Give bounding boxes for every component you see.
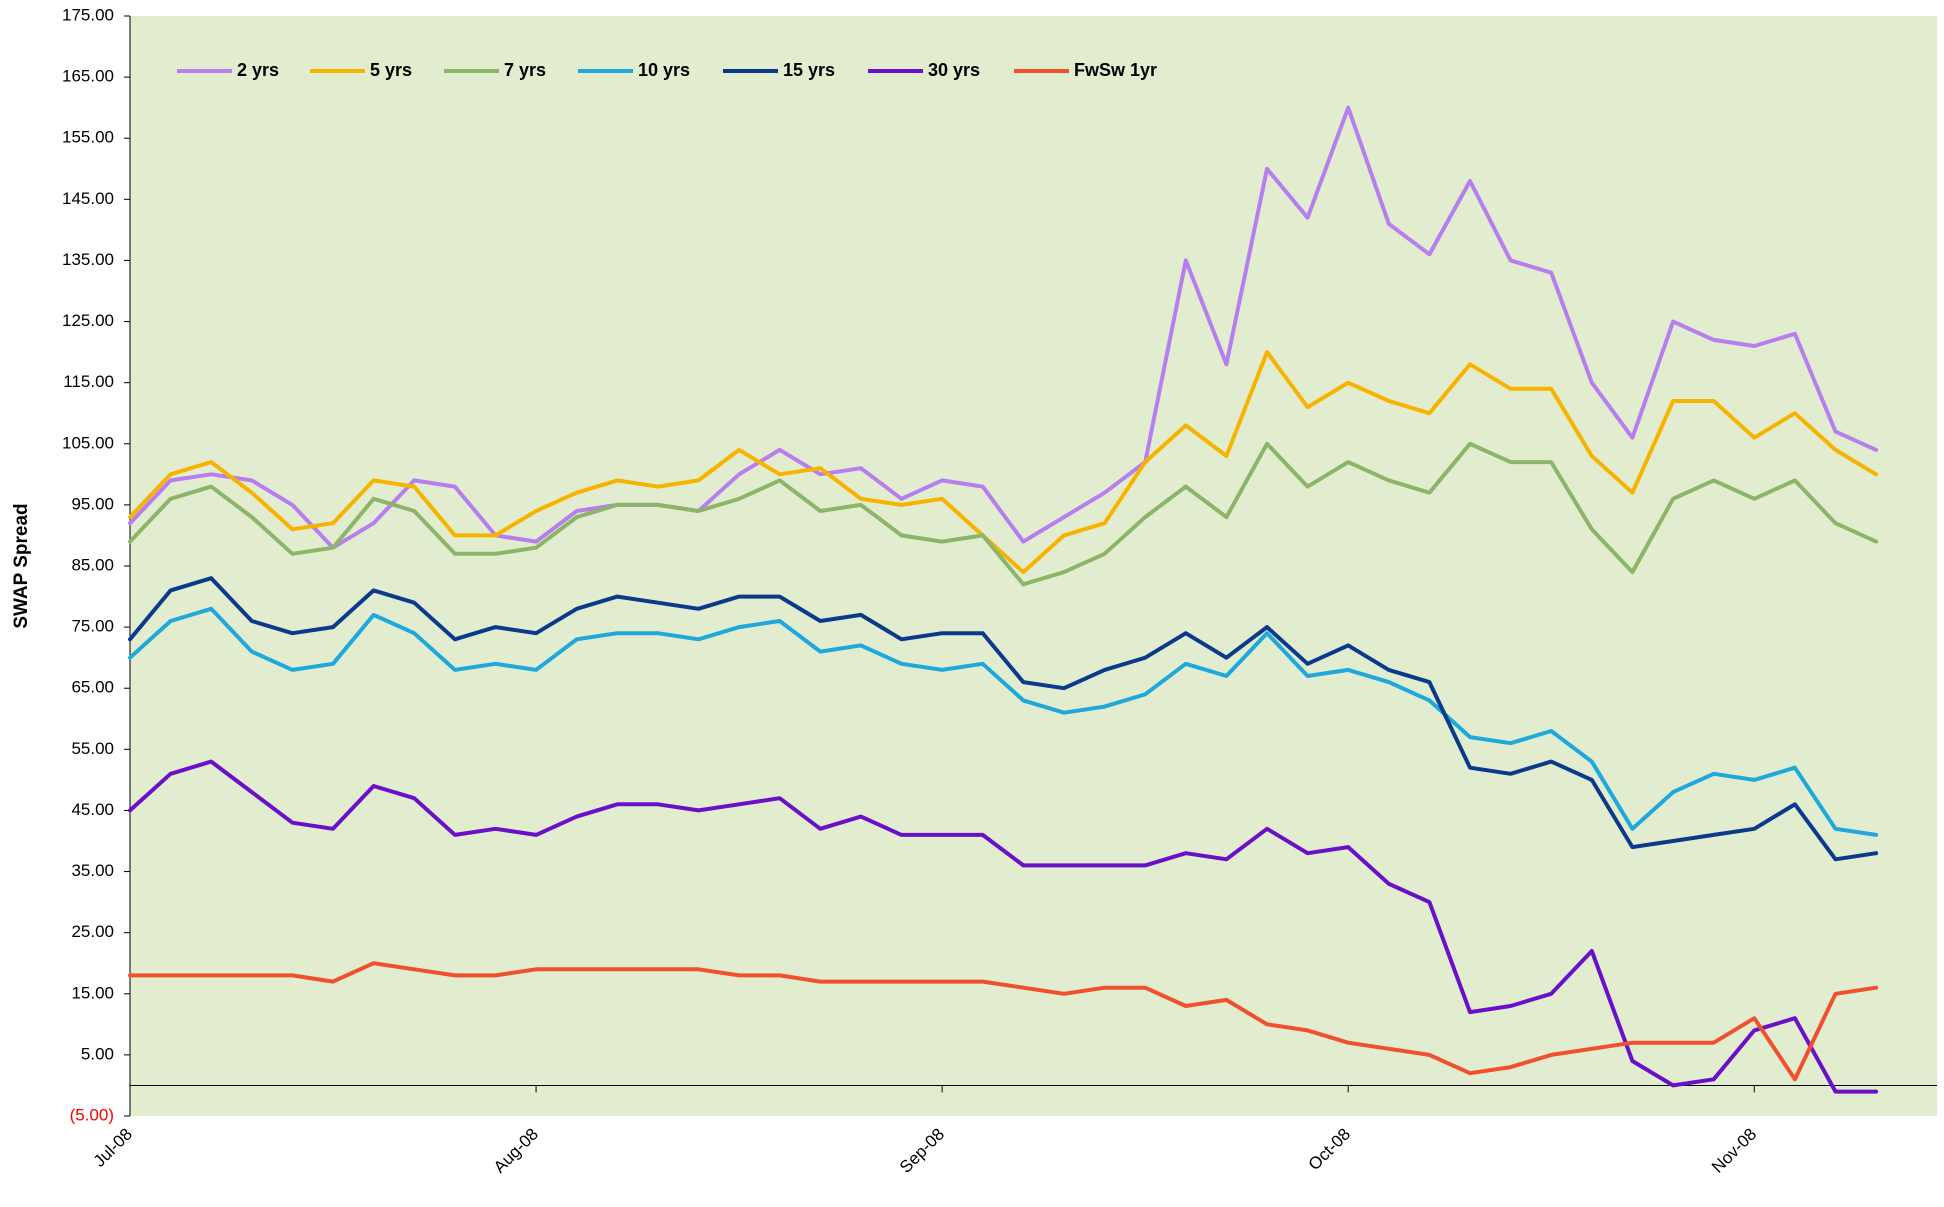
y-tick-label: 115.00 <box>63 372 114 391</box>
legend-label: 10 yrs <box>638 60 690 80</box>
y-tick-label: 65.00 <box>71 678 114 697</box>
x-tick-label: Nov-08 <box>1708 1125 1760 1177</box>
legend-label: 5 yrs <box>370 60 412 80</box>
y-axis-title: SWAP Spread <box>11 503 32 628</box>
series-line <box>128 961 1879 1082</box>
legend-label: 15 yrs <box>783 60 835 80</box>
series-line <box>128 350 1879 575</box>
series-line <box>128 606 1879 837</box>
y-tick-label: 95.00 <box>71 494 114 513</box>
plot-area <box>130 16 1937 1116</box>
y-tick-label: 45.00 <box>71 800 114 819</box>
y-tick-label: 135.00 <box>62 250 114 269</box>
series-line <box>128 576 1879 862</box>
series-line <box>128 105 1879 550</box>
y-tick-label: 55.00 <box>71 739 114 758</box>
y-tick-label: 25.00 <box>71 922 114 941</box>
x-tick-label: Jul-08 <box>90 1125 136 1171</box>
y-tick-label: 155.00 <box>62 128 114 147</box>
y-tick-label: 125.00 <box>62 311 114 330</box>
series-line <box>128 441 1879 587</box>
x-tick-label: Oct-08 <box>1305 1125 1355 1175</box>
y-tick-label: 35.00 <box>71 861 114 880</box>
y-tick-label: 85.00 <box>71 555 114 574</box>
legend-label: 30 yrs <box>928 60 980 80</box>
y-tick-label: 175.00 <box>62 5 114 24</box>
y-tick-label: 105.00 <box>62 433 114 452</box>
y-tick-label: 15.00 <box>71 983 114 1002</box>
legend-label: FwSw 1yr <box>1074 60 1157 80</box>
legend-label: 2 yrs <box>237 60 279 80</box>
y-tick-label: (5.00) <box>70 1105 114 1124</box>
y-tick-label: 5.00 <box>81 1044 114 1063</box>
y-tick-label: 75.00 <box>71 617 114 636</box>
y-tick-label: 145.00 <box>62 189 114 208</box>
legend-label: 7 yrs <box>504 60 546 80</box>
x-tick-label: Sep-08 <box>896 1125 948 1177</box>
x-tick-label: Aug-08 <box>490 1125 542 1177</box>
y-tick-label: 165.00 <box>62 67 114 86</box>
series-line <box>128 759 1879 1094</box>
